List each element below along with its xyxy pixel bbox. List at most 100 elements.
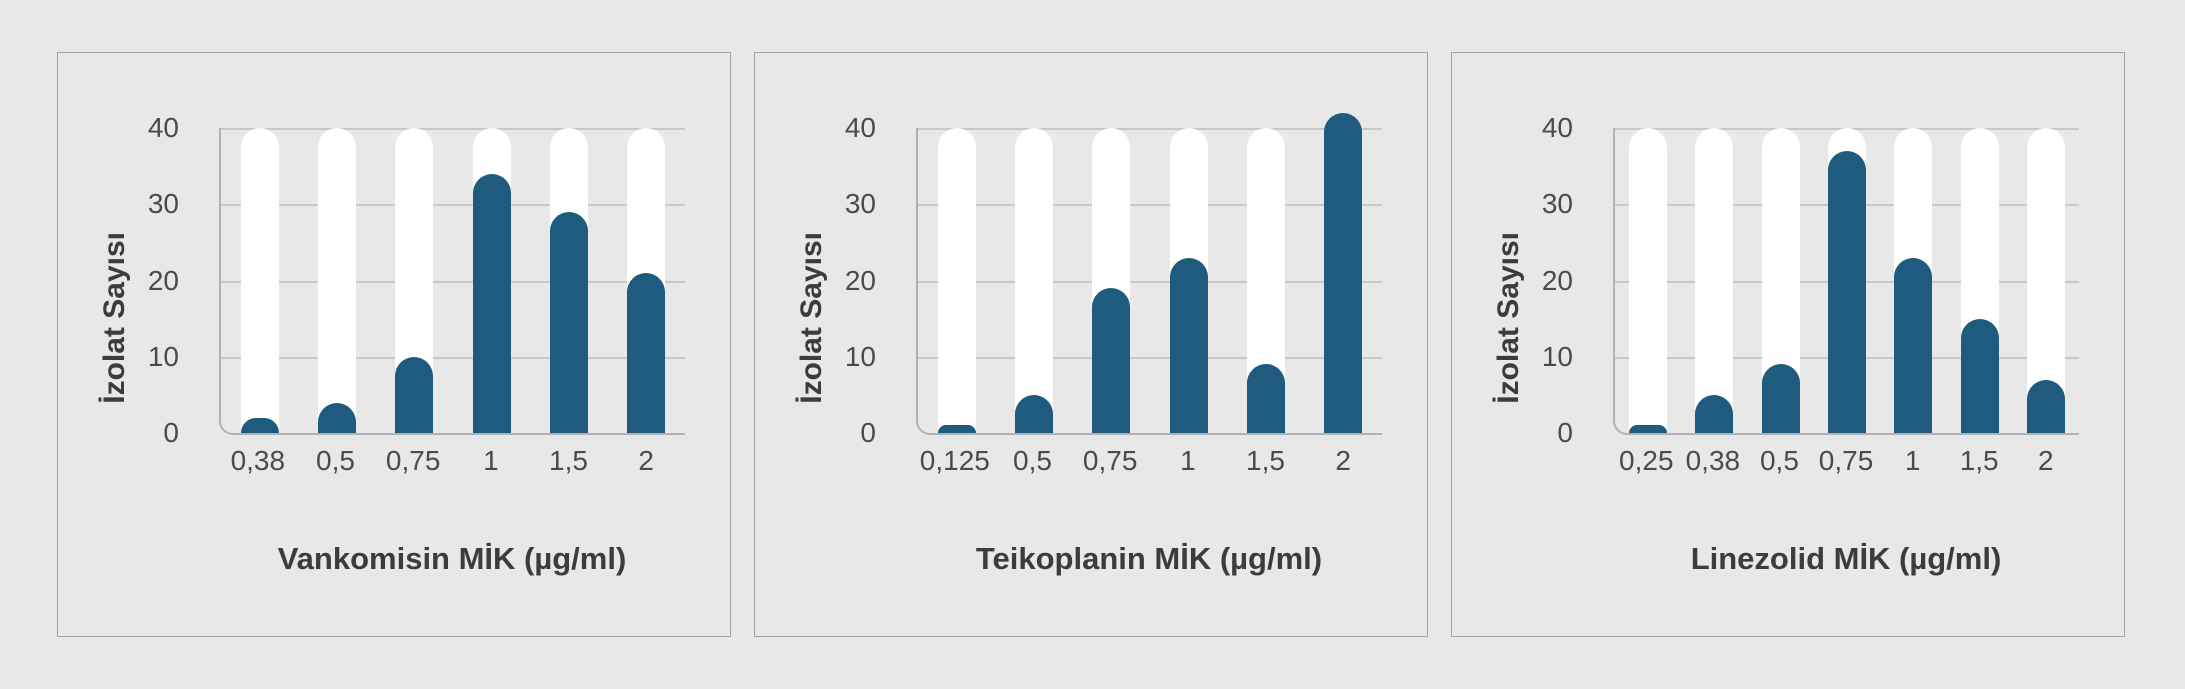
category-slot-0,5	[298, 128, 375, 433]
bars-layer	[918, 112, 1382, 433]
bar-1,5	[1246, 364, 1285, 433]
x-tick-2: 2	[638, 445, 654, 476]
category-slot-0,38	[1681, 128, 1747, 433]
gridline-20	[221, 280, 685, 283]
chart-panel-vankomisin: İzolat Sayısı 0 10 20 30 40 0,38 0,5 0,75 1 1,5 2…	[57, 52, 731, 637]
gridline-10	[918, 356, 1382, 359]
category-slot-0,75	[1814, 128, 1880, 433]
y-tick-20: 20	[1541, 264, 1573, 296]
x-tick-0,75: 0,75	[1818, 445, 1874, 476]
bar-0,38	[240, 417, 279, 433]
y-tick-0: 0	[1557, 417, 1573, 448]
x-tick-1: 1	[1180, 445, 1196, 476]
x-tick-1,5: 1,5	[1246, 445, 1285, 476]
plot-area	[219, 128, 685, 435]
x-axis-ticks: 0,25 0,38 0,5 0,75 1 1,5 2	[1613, 445, 2079, 477]
bar-0,75	[1092, 288, 1131, 433]
x-tick-0,75: 0,75	[385, 445, 441, 476]
y-tick-40: 40	[147, 112, 179, 143]
category-slot-2	[608, 128, 685, 433]
category-slot-0,5	[1748, 128, 1814, 433]
x-tick-1: 1	[1904, 445, 1921, 476]
bar-1	[1169, 257, 1208, 433]
x-tick-1,5: 1,5	[1959, 445, 1999, 476]
y-axis-ticks: 0 10 20 30 40	[58, 114, 205, 447]
bar-track	[1629, 128, 1668, 433]
y-axis-ticks: 0 10 20 30 40	[1452, 114, 1599, 447]
category-slot-1	[1150, 128, 1227, 433]
x-axis-ticks: 0,125 0,5 0,75 1 1,5 2	[916, 445, 1382, 477]
bar-0,75	[395, 356, 434, 433]
x-axis-title: Teikoplanin MİK (µg/ml)	[975, 541, 1323, 576]
category-slot-0,25	[1615, 128, 1681, 433]
x-tick-2: 2	[1335, 445, 1351, 476]
bar-1	[472, 173, 511, 433]
gridline-40	[918, 128, 1382, 130]
x-axis-title: Vankomisin MİK (µg/ml)	[277, 541, 627, 576]
bar-1,5	[1960, 318, 1999, 433]
bar-2	[2026, 379, 2065, 433]
x-tick-0,25: 0,25	[1619, 445, 1674, 476]
x-tick-0,75: 0,75	[1082, 445, 1138, 476]
y-tick-20: 20	[147, 264, 179, 296]
y-tick-40: 40	[1541, 112, 1573, 143]
x-tick-0,125: 0,125	[919, 445, 990, 476]
bar-1,5	[549, 211, 588, 433]
x-tick-0,5: 0,5	[316, 445, 355, 476]
category-slot-0,125	[918, 128, 995, 433]
chart-panel-linezolid: İzolat Sayısı 0 10 20 30 40 0,25 0,38 0,5 0,75 1…	[1451, 52, 2125, 637]
bar-track	[317, 128, 356, 433]
y-tick-30: 30	[1541, 188, 1573, 220]
bar-0,125	[937, 425, 976, 433]
x-tick-0,5: 0,5	[1759, 445, 1799, 476]
bars-layer	[1615, 128, 2079, 433]
y-tick-10: 10	[844, 340, 876, 372]
bar-0,5	[1761, 364, 1800, 433]
bar-0,38	[1695, 394, 1734, 433]
category-slot-1,5	[1946, 128, 2012, 433]
category-slot-1,5	[530, 128, 607, 433]
bar-1	[1894, 257, 1933, 433]
bar-2	[627, 272, 666, 433]
gridline-30	[918, 204, 1382, 207]
y-tick-0: 0	[163, 417, 179, 448]
plot-area	[1613, 128, 2079, 435]
category-slot-2	[2013, 128, 2079, 433]
y-tick-30: 30	[844, 188, 876, 220]
bar-0,75	[1827, 150, 1866, 433]
y-tick-0: 0	[860, 417, 876, 448]
category-slot-1,5	[1227, 128, 1304, 433]
x-tick-0,5: 0,5	[1013, 445, 1052, 476]
x-tick-1,5: 1,5	[549, 445, 588, 476]
y-tick-20: 20	[844, 264, 876, 296]
category-slot-1	[1880, 128, 1946, 433]
x-tick-0,38: 0,38	[230, 445, 286, 476]
bar-0,5	[1014, 394, 1053, 433]
plot-area	[916, 112, 1382, 435]
x-axis-title: Linezolid MİK (µg/ml)	[1690, 541, 2002, 576]
y-axis-ticks: 0 10 20 30 40	[755, 114, 902, 447]
x-tick-0,38: 0,38	[1685, 445, 1741, 476]
category-slot-2	[1305, 112, 1382, 433]
bar-track	[240, 128, 279, 433]
bar-track	[937, 128, 976, 433]
gridline-10	[221, 356, 685, 359]
y-tick-30: 30	[147, 188, 179, 220]
bar-track	[1014, 128, 1053, 433]
chart-panel-teikoplanin: İzolat Sayısı 0 10 20 30 40 0,125 0,5 0,75 1 1,5…	[754, 52, 1428, 637]
gridline-30	[221, 204, 685, 207]
bar-track	[1695, 128, 1734, 433]
chart-panels-row: İzolat Sayısı 0 10 20 30 40 0,38 0,5 0,75 1 1,5 2…	[57, 52, 2125, 637]
y-tick-10: 10	[147, 340, 179, 372]
x-tick-1: 1	[483, 445, 499, 476]
gridline-40	[221, 128, 685, 130]
x-axis-ticks: 0,38 0,5 0,75 1 1,5 2	[219, 445, 685, 477]
category-slot-0,75	[1073, 128, 1150, 433]
bar-0,25	[1629, 425, 1668, 433]
category-slot-1	[453, 128, 530, 433]
bar-0,5	[317, 402, 356, 433]
category-slot-0,38	[221, 128, 298, 433]
bars-layer	[221, 128, 685, 433]
gridline-20	[918, 280, 1382, 283]
